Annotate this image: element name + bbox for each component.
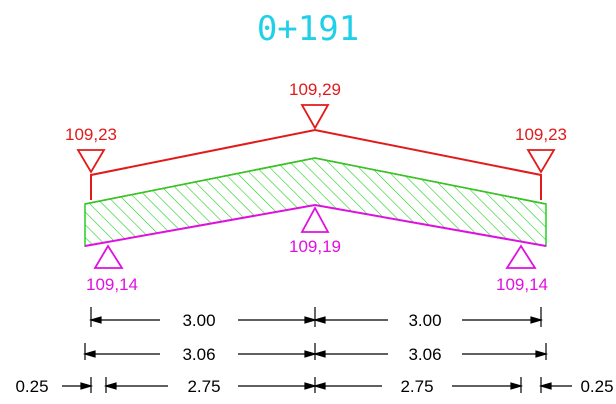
dim-row1-right: 3.00 [408,311,441,330]
top-level-center: 109,29 [289,80,341,99]
dim-row1-left: 3.00 [182,311,215,330]
bottom-surface [84,203,547,247]
top-level-left: 109,23 [65,125,117,144]
level-marker-icon [505,244,537,269]
bottom-level-right: 109,14 [496,275,548,294]
level-marker-icon [93,244,124,269]
dim-row3-left-offset: 0.25 [15,377,48,396]
level-marker-icon [300,104,330,130]
level-marker-icon [300,206,330,233]
dim-row2-right: 3.06 [408,345,441,364]
dimension-row-3 [62,377,572,393]
dimension-row-1 [88,307,544,327]
level-marker-icon [76,149,106,174]
level-marker-icon [526,149,556,174]
dim-row3-right: 2.75 [400,377,433,396]
dim-row3-left: 2.75 [187,377,220,396]
station-label: 0+191 [257,9,359,49]
bottom-level-left: 109,14 [86,275,138,294]
dimension-row-2 [82,343,549,360]
dim-row3-right-offset: 0.25 [580,377,613,396]
top-level-right: 109,23 [515,125,567,144]
bottom-level-center: 109,19 [289,237,341,256]
dim-row2-left: 3.06 [182,345,215,364]
